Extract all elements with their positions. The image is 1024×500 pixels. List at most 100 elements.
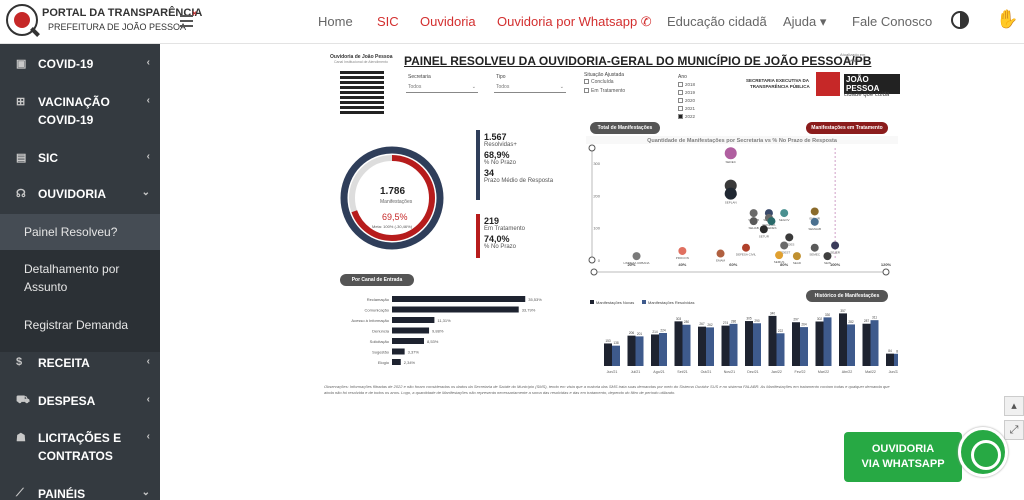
qr-code[interactable] <box>340 70 384 114</box>
sidebar-item-despesa[interactable]: ⛟ DESPESA ‹ <box>16 394 150 408</box>
history-bar <box>839 313 847 366</box>
history-value-label: 280 <box>684 320 690 324</box>
sidebar-item-licitacoes[interactable]: ☗ LICITAÇÕES E CONTRATOS ‹ <box>16 431 150 463</box>
nav-ouvidoria[interactable]: Ouvidoria <box>420 14 476 29</box>
donut-chart <box>340 146 444 250</box>
scatter-slider-right-handle <box>882 268 890 276</box>
manifestacoes-tratamento-button[interactable]: Manifestações em Tratamento <box>806 122 888 134</box>
nav-home[interactable]: Home <box>318 14 353 29</box>
chevron-down-icon: ⌄ <box>141 187 150 198</box>
canal-bar <box>392 296 526 302</box>
historico-button[interactable]: Histórico de Manifestações <box>806 290 888 302</box>
org-name: Ouvidoria de João Pessoa <box>330 54 393 60</box>
scatter-point <box>724 147 737 160</box>
whatsapp-icon[interactable] <box>958 427 1008 477</box>
sidebar-item-ouvidoria[interactable]: ☊ OUVIDORIA ⌄ <box>16 187 150 201</box>
canal-bar <box>392 338 424 344</box>
scatter-slider-left-handle <box>590 268 598 276</box>
ano-2018[interactable]: 2018 <box>678 82 695 88</box>
scatter-point <box>716 249 725 258</box>
expand-icon[interactable]: ⤢ <box>1004 420 1024 440</box>
tipo-select[interactable]: Todos ⌄ <box>494 82 566 93</box>
scatter-point-label: SEAD <box>793 261 802 265</box>
donut-total: 1.786 <box>380 186 406 197</box>
sidebar-sub-painel-resolveu[interactable]: Painel Resolveu? <box>0 214 160 250</box>
contrast-icon[interactable] <box>951 11 969 29</box>
canal-label: Denúncia <box>372 329 390 334</box>
canal-bar <box>392 306 519 313</box>
secretaria-select[interactable]: Todos ⌄ <box>406 82 478 93</box>
canal-bar <box>392 327 430 334</box>
sidebar-item-sic[interactable]: ▤ SIC ‹ <box>16 151 150 165</box>
donut-progress-arc <box>349 155 435 241</box>
history-bar <box>635 336 644 366</box>
nav-educacao-cidada[interactable]: Educação cidadã <box>667 14 767 29</box>
history-value-label: 267 <box>699 322 705 326</box>
scatter-title-bg <box>586 136 898 144</box>
history-bar <box>862 323 871 366</box>
donut-percentage: 69,5% <box>382 212 408 222</box>
history-x-label: Jun/22 <box>889 370 898 374</box>
situacao-em-tratamento[interactable]: Em Tratamento <box>584 88 625 94</box>
portal-logo[interactable]: PORTAL DA TRANSPARÊNCIA PREFEITURA DE JO… <box>6 4 202 40</box>
chevron-down-icon: ⌄ <box>471 84 476 90</box>
dashboard-title: PAINEL RESOLVEU DA OUVIDORIA-GERAL DO MU… <box>404 54 872 68</box>
canal-value-label: 33,79% <box>522 308 536 313</box>
sidebar-sub-detalhamento[interactable]: Detalhamento por Assunto <box>24 262 120 294</box>
scatter-point <box>780 209 789 218</box>
scatter-y-tick: 300 <box>593 161 600 166</box>
history-x-label: Mai/22 <box>865 370 876 374</box>
history-value-label: 264 <box>801 323 807 327</box>
scatter-point <box>767 217 776 226</box>
history-x-label: Abr/22 <box>842 370 853 374</box>
ano-2022[interactable]: 2022 <box>678 114 695 120</box>
canal-label: Elogio <box>378 360 390 365</box>
scatter-point <box>810 243 819 252</box>
history-value-label: 305 <box>746 317 752 321</box>
history-bar <box>847 324 855 366</box>
scatter-point-label: SEGOV <box>779 218 790 222</box>
canal-label: Solicitação <box>370 339 390 344</box>
city-crest-icon <box>816 72 840 96</box>
history-value-label: 201 <box>637 332 643 336</box>
history-x-label: Jul/21 <box>631 370 641 374</box>
history-x-label: Set/21 <box>677 370 687 374</box>
sidebar-item-covid[interactable]: ▣ COVID-19 ‹ <box>16 57 150 71</box>
kpi-em-tratamento: 219 Em Tratamento 74,0% % No Prazo <box>484 216 526 250</box>
scatter-point <box>632 252 641 261</box>
nav-sic[interactable]: SIC <box>377 14 399 29</box>
plus-square-icon: ⊞ <box>16 96 26 108</box>
sidebar: ▣ COVID-19 ‹ ⊞ VACINAÇÃO COVID-19 ‹ ▤ SI… <box>0 44 160 500</box>
sign-language-icon[interactable]: ✋ <box>996 9 1019 29</box>
canal-entrada-button[interactable]: Por Canal de Entrada <box>340 274 414 286</box>
history-value-label: 138 <box>613 341 619 345</box>
ouvidoria-whatsapp-banner[interactable]: OUVIDORIA VIA WHATSAPP <box>844 432 962 482</box>
history-bar <box>792 322 800 366</box>
scatter-chart: Quantidade de Manifestações por Secretar… <box>586 136 898 276</box>
history-bar <box>674 321 683 366</box>
sidebar-sub-registrar-demanda[interactable]: Registrar Demanda <box>24 318 129 332</box>
history-value-label: 274 <box>723 321 729 325</box>
ano-2021[interactable]: 2021 <box>678 106 695 112</box>
donut-meta: Meta: 100% (-30,46%) <box>372 224 413 229</box>
scatter-point <box>749 209 758 218</box>
sidebar-item-paineis[interactable]: ⟋ PAINÉIS ⌄ <box>16 487 150 500</box>
history-bar <box>651 334 659 366</box>
donut-label: Manifestações <box>380 199 413 205</box>
situacao-concluida[interactable]: Concluída <box>584 79 614 85</box>
nav-ajuda[interactable]: Ajuda ▾ <box>783 14 827 29</box>
sidebar-item-vacinacao[interactable]: ⊞ VACINAÇÃO COVID-19 ‹ <box>16 95 150 127</box>
nav-ouvidoria-whatsapp[interactable]: Ouvidoria por Whatsapp ✆ <box>497 14 652 29</box>
total-manifestacoes-button[interactable]: Total de Manifestações <box>590 122 660 134</box>
menu-toggle-icon[interactable]: × <box>180 9 197 28</box>
canal-value-label: 9,88% <box>432 329 444 334</box>
ano-2020[interactable]: 2020 <box>678 98 695 104</box>
canal-label: Comunicação <box>365 308 390 313</box>
brand-logo: JOÃO PESSOA <box>844 74 900 94</box>
ano-2019[interactable]: 2019 <box>678 90 695 96</box>
history-bar <box>721 325 730 366</box>
canal-value-label: 35,53% <box>528 297 542 302</box>
sidebar-item-receita[interactable]: $ RECEITA ‹ <box>16 356 150 370</box>
scroll-up-button[interactable]: ▴ <box>1004 396 1024 416</box>
nav-fale-conosco[interactable]: Fale Conosco <box>852 14 933 29</box>
